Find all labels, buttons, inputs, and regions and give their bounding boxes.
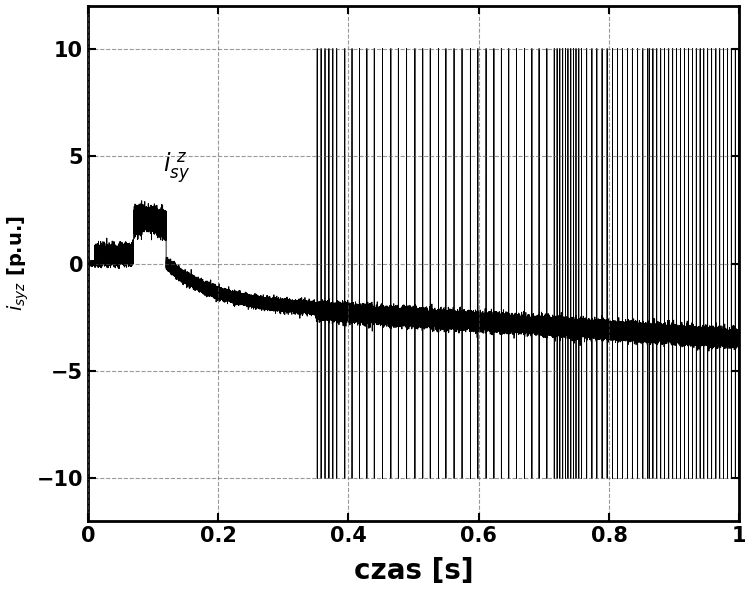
Text: $i_{sy}^{\ z}$: $i_{sy}^{\ z}$ (163, 151, 190, 186)
X-axis label: czas [s]: czas [s] (353, 557, 474, 586)
Y-axis label: $i_{syz}$ [p.u.]: $i_{syz}$ [p.u.] (5, 216, 31, 311)
